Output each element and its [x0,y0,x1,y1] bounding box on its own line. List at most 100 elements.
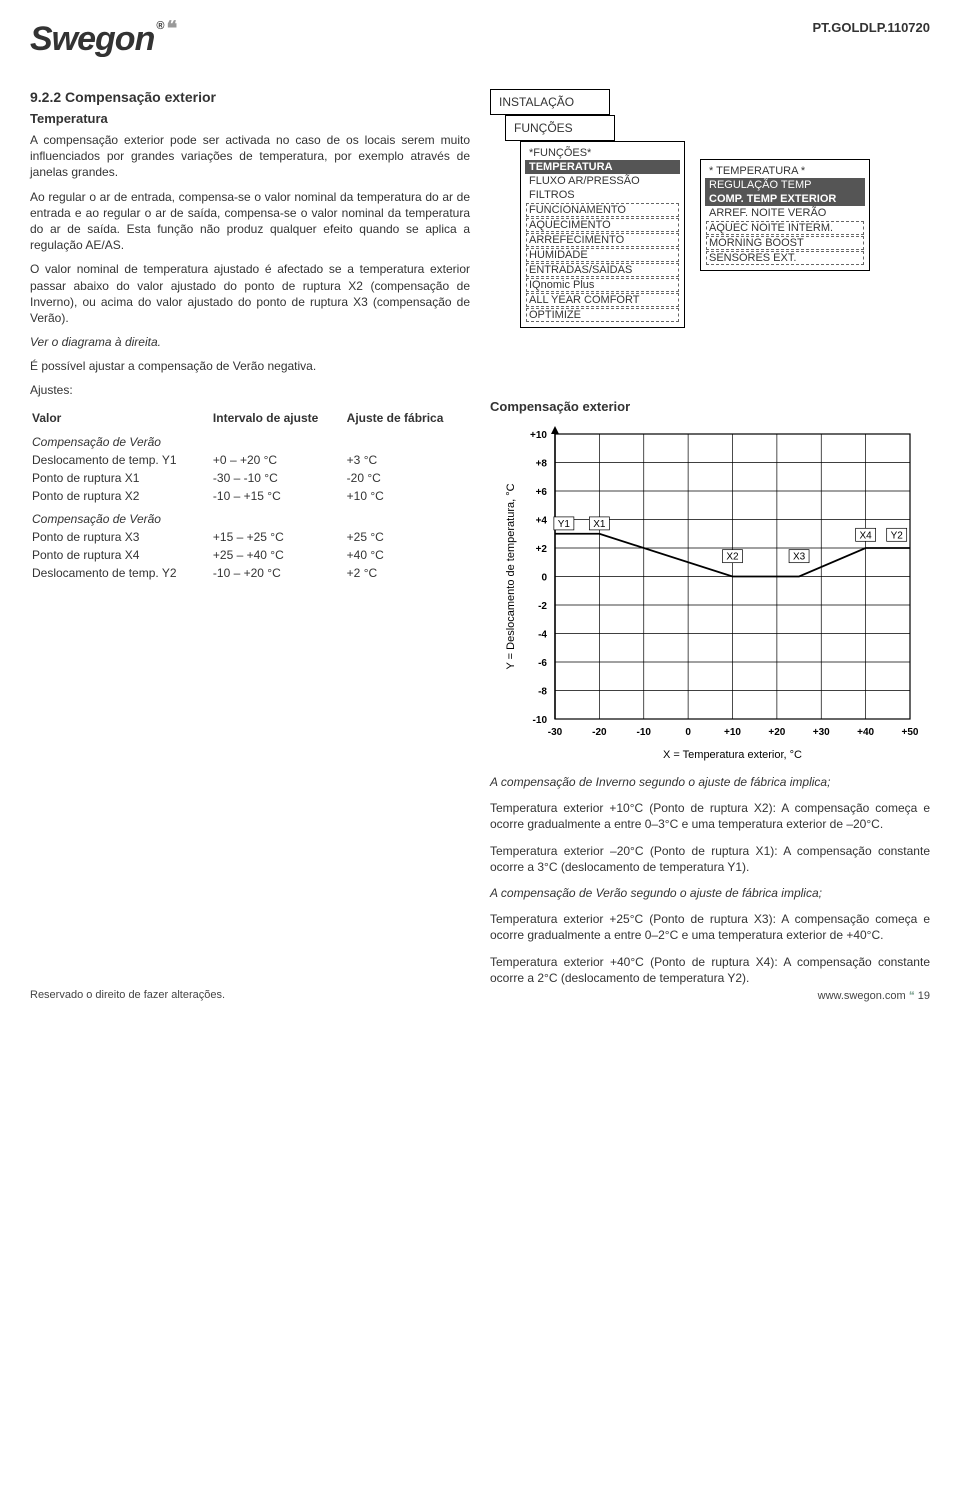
svg-text:Y = Deslocamento de temperatur: Y = Deslocamento de temperatura, °C [505,483,517,669]
col-ajuste: Ajuste de fábrica [347,409,468,427]
menu-item: AQUECIMENTO [526,218,679,232]
after-p4: A compensação de Verão segundo o ajuste … [490,885,930,901]
menu-item: AQUEC NOITE INTERM. [706,221,864,235]
table-row: Deslocamento de temp. Y1 +0 – +20 °C +3 … [32,452,468,468]
menu-item: ARREFECIMENTO [526,233,679,247]
menu-main-box: *FUNÇÕES*TEMPERATURAFLUXO AR/PRESSÃOFILT… [520,141,685,328]
ajustes-label: Ajustes: [30,382,470,398]
svg-text:X2: X2 [726,552,739,563]
footer-left: Reservado o direito de fazer alterações. [30,989,225,1002]
svg-text:+2: +2 [536,544,548,555]
menu-item: TEMPERATURA [525,160,680,174]
svg-text:-8: -8 [538,687,547,698]
menu-item: FUNCIONAMENTO [526,203,679,217]
table-row: Ponto de ruptura X4 +25 – +40 °C +40 °C [32,547,468,563]
menu-item: REGULAÇÃO TEMP [705,178,865,192]
col-intervalo: Intervalo de ajuste [213,409,345,427]
svg-text:-10: -10 [637,727,652,738]
svg-text:+40: +40 [857,727,874,738]
page-header: Swegon ® ❝ PT.GOLDLP.110720 [30,20,930,59]
svg-text:-30: -30 [548,727,563,738]
table-row: Deslocamento de temp. Y2 -10 – +20 °C +2… [32,565,468,581]
menu-item: *FUNÇÕES* [529,146,676,160]
svg-text:+10: +10 [530,430,547,441]
left-column: 9.2.2 Compensação exterior Temperatura A… [30,89,470,994]
menu-item: IQnomic Plus [526,278,679,292]
menu-funcoes-label: FUNÇÕES [514,121,606,135]
menu-item: SENSORES EXT. [706,251,864,265]
after-p2: Temperatura exterior +10°C (Ponto de rup… [490,800,930,832]
svg-text:Y1: Y1 [558,519,571,530]
svg-text:Y2: Y2 [891,530,904,541]
subsection-title: Temperatura [30,111,470,126]
svg-text:+50: +50 [902,727,919,738]
menu-item: * TEMPERATURA * [709,164,861,178]
para-3: O valor nominal de temperatura ajustado … [30,261,470,326]
menu-funcoes-box: FUNÇÕES [505,115,615,141]
menu-item: OPTIMIZE [526,308,679,322]
after-chart-text: A compensação de Inverno segundo o ajust… [490,774,930,986]
svg-text:+6: +6 [536,487,548,498]
menu-item: ENTRADAS/SAÍDAS [526,263,679,277]
para-4: Ver o diagrama à direita. [30,334,470,350]
menu-item: ARREF. NOITE VERÃO [709,206,861,220]
page-footer: Reservado o direito de fazer alterações.… [30,989,930,1002]
chart-container: +10+8+6+4+20-2-4-6-8-10-30-20-100+10+20+… [500,424,920,764]
section-title: 9.2.2 Compensação exterior [30,89,470,105]
svg-text:+4: +4 [536,516,548,527]
table-row: Ponto de ruptura X1 -30 – -10 °C -20 °C [32,470,468,486]
logo: Swegon ® ❝ [30,20,176,59]
content-columns: 9.2.2 Compensação exterior Temperatura A… [30,89,930,994]
menu-sub-box: * TEMPERATURA *REGULAÇÃO TEMPCOMP. TEMP … [700,159,870,271]
svg-text:-4: -4 [538,630,547,641]
menu-item: FILTROS [529,188,676,202]
table-row: Ponto de ruptura X3 +15 – +25 °C +25 °C [32,529,468,545]
col-valor: Valor [32,409,211,427]
menu-diagram: INSTALAÇÃO FUNÇÕES *FUNÇÕES*TEMPERATURAF… [490,89,930,379]
footer-url: www.swegon.com [818,990,906,1002]
svg-text:0: 0 [685,727,691,738]
after-p6: Temperatura exterior +40°C (Ponto de rup… [490,954,930,986]
svg-text:-10: -10 [533,715,548,726]
settings-table: Valor Intervalo de ajuste Ajuste de fábr… [30,407,470,583]
svg-text:+20: +20 [768,727,785,738]
chart-title: Compensação exterior [490,399,930,414]
svg-text:+10: +10 [724,727,741,738]
settings-table-body: Compensação de Verão Deslocamento de tem… [32,429,468,581]
menu-item: COMP. TEMP EXTERIOR [705,192,865,206]
after-p3: Temperatura exterior –20°C (Ponto de rup… [490,843,930,875]
footer-page: 19 [918,990,930,1002]
menu-item: MORNING BOOST [706,236,864,250]
para-2: Ao regular o ar de entrada, compensa-se … [30,189,470,254]
menu-item: FLUXO AR/PRESSÃO [529,174,676,188]
menu-item: ALL YEAR COMFORT [526,293,679,307]
svg-text:X3: X3 [793,552,806,563]
table-row: Ponto de ruptura X2 -10 – +15 °C +10 °C [32,488,468,504]
para-5: É possível ajustar a compensação de Verã… [30,358,470,374]
svg-text:X4: X4 [860,530,873,541]
group2-title: Compensação de Verão [32,506,468,527]
para-1: A compensação exterior pode ser activada… [30,132,470,181]
leaf-icon: ❝ [909,990,918,1002]
menu-install-box: INSTALAÇÃO [490,89,610,115]
menu-install-label: INSTALAÇÃO [499,95,601,109]
compensation-chart: +10+8+6+4+20-2-4-6-8-10-30-20-100+10+20+… [500,424,920,764]
svg-text:-6: -6 [538,658,547,669]
svg-text:X = Temperatura exterior, °C: X = Temperatura exterior, °C [663,749,802,761]
footer-right: www.swegon.com ❝ 19 [818,989,930,1002]
right-column: INSTALAÇÃO FUNÇÕES *FUNÇÕES*TEMPERATURAF… [490,89,930,994]
svg-text:-2: -2 [538,601,547,612]
svg-text:+8: +8 [536,459,548,470]
leaf-icon: ❝ [166,16,176,41]
svg-text:0: 0 [541,573,547,584]
document-id: PT.GOLDLP.110720 [812,20,930,35]
svg-text:+30: +30 [813,727,830,738]
svg-text:X1: X1 [593,519,606,530]
registered-mark: ® [156,20,163,32]
after-p1: A compensação de Inverno segundo o ajust… [490,774,930,790]
after-p5: Temperatura exterior +25°C (Ponto de rup… [490,911,930,943]
logo-text: Swegon [30,20,154,59]
group1-title: Compensação de Verão [32,429,468,450]
svg-text:-20: -20 [592,727,607,738]
menu-item: HUMIDADE [526,248,679,262]
